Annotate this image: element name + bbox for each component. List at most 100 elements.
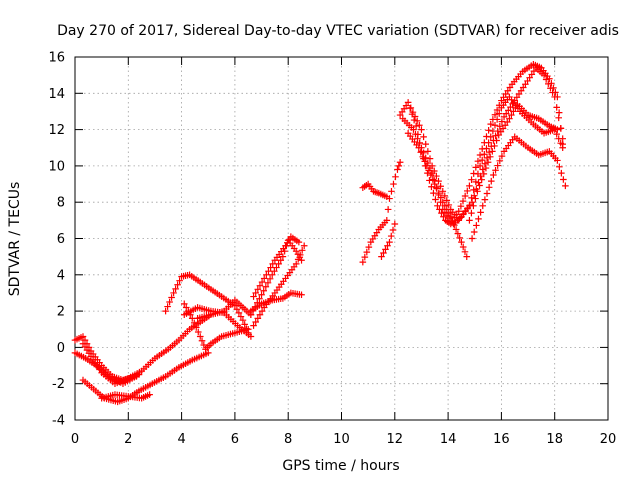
series-arc-8	[180, 304, 255, 340]
data-point	[386, 195, 393, 202]
data-point	[560, 176, 567, 183]
y-tick-label: 12	[48, 123, 65, 138]
data-point	[404, 99, 412, 106]
data-point	[295, 238, 303, 246]
data-point	[438, 209, 445, 217]
data-point	[300, 242, 308, 250]
y-tick-label: 10	[48, 159, 65, 174]
data-point	[457, 202, 465, 210]
data-markers	[71, 60, 569, 406]
data-point	[267, 264, 274, 271]
data-point	[411, 113, 419, 120]
data-point	[204, 349, 212, 357]
data-point	[192, 324, 200, 331]
data-point	[474, 157, 482, 165]
data-point	[485, 139, 492, 146]
data-point	[483, 145, 490, 152]
data-point	[426, 155, 434, 162]
series-arc-15	[359, 158, 404, 266]
data-point	[429, 176, 437, 183]
data-point	[441, 202, 449, 210]
data-point	[263, 271, 270, 279]
series-arc-16	[378, 220, 399, 260]
data-point	[388, 188, 395, 195]
x-tick-label: 12	[387, 432, 404, 447]
data-point	[456, 234, 463, 242]
data-point	[482, 164, 490, 172]
series-arc-12	[247, 289, 305, 315]
data-point	[298, 256, 305, 264]
data-point	[361, 253, 369, 261]
data-point	[294, 256, 302, 263]
data-point	[439, 188, 447, 195]
data-point	[486, 153, 494, 161]
data-point	[553, 104, 560, 111]
data-point	[275, 260, 282, 268]
data-point	[445, 201, 453, 209]
data-point	[418, 126, 425, 133]
y-axis-label: SDTVAR / TECUs	[7, 182, 23, 297]
data-point	[265, 267, 272, 275]
data-point	[472, 195, 479, 202]
data-point	[439, 198, 447, 206]
data-point	[483, 190, 491, 197]
x-tick-label: 0	[71, 432, 79, 447]
data-point	[417, 148, 425, 156]
data-point	[443, 197, 451, 204]
chart-title: Day 270 of 2017, Sidereal Day-to-day VTE…	[57, 23, 619, 39]
data-point	[458, 238, 465, 246]
data-point	[421, 158, 429, 165]
data-point	[298, 291, 305, 299]
data-point	[472, 178, 480, 186]
data-point	[365, 243, 373, 251]
data-point	[264, 279, 272, 287]
data-point	[382, 246, 389, 253]
data-point	[463, 187, 471, 195]
data-point	[435, 189, 443, 197]
data-point	[247, 333, 255, 340]
y-tick-label: -2	[52, 377, 65, 392]
x-axis-label: GPS time / hours	[282, 458, 399, 474]
y-tick-label: 14	[48, 87, 65, 102]
data-point	[254, 315, 262, 322]
data-point	[413, 117, 421, 125]
series-arc-14	[359, 180, 391, 201]
data-point	[416, 121, 423, 129]
data-point	[549, 89, 556, 96]
y-tick-label: 2	[57, 305, 65, 320]
data-point	[480, 170, 488, 178]
data-point	[258, 278, 266, 286]
data-point	[546, 75, 553, 83]
data-point	[491, 142, 498, 150]
data-point	[258, 307, 266, 315]
data-point	[422, 154, 430, 162]
data-point	[196, 333, 204, 340]
data-point	[432, 196, 439, 203]
data-point	[384, 242, 391, 250]
data-point	[389, 226, 397, 234]
data-point	[512, 104, 519, 112]
data-point	[558, 169, 565, 177]
series-arc-5	[98, 391, 153, 402]
data-point	[434, 202, 441, 210]
data-point	[422, 140, 430, 148]
series-arc-11	[250, 242, 308, 329]
data-point	[298, 247, 306, 254]
data-point	[459, 243, 467, 251]
data-point	[481, 150, 488, 158]
data-point	[262, 283, 270, 291]
data-point	[409, 108, 417, 116]
data-point	[279, 253, 287, 260]
data-point	[394, 166, 401, 173]
data-point	[359, 258, 367, 266]
x-tick-label: 6	[231, 432, 239, 447]
data-point	[443, 206, 451, 213]
data-point	[425, 167, 433, 174]
data-point	[476, 151, 484, 159]
data-point	[392, 173, 399, 181]
data-point	[468, 176, 475, 183]
data-point	[81, 336, 89, 344]
data-point	[435, 177, 442, 185]
data-point	[431, 180, 439, 188]
x-tick-label: 18	[546, 432, 563, 447]
